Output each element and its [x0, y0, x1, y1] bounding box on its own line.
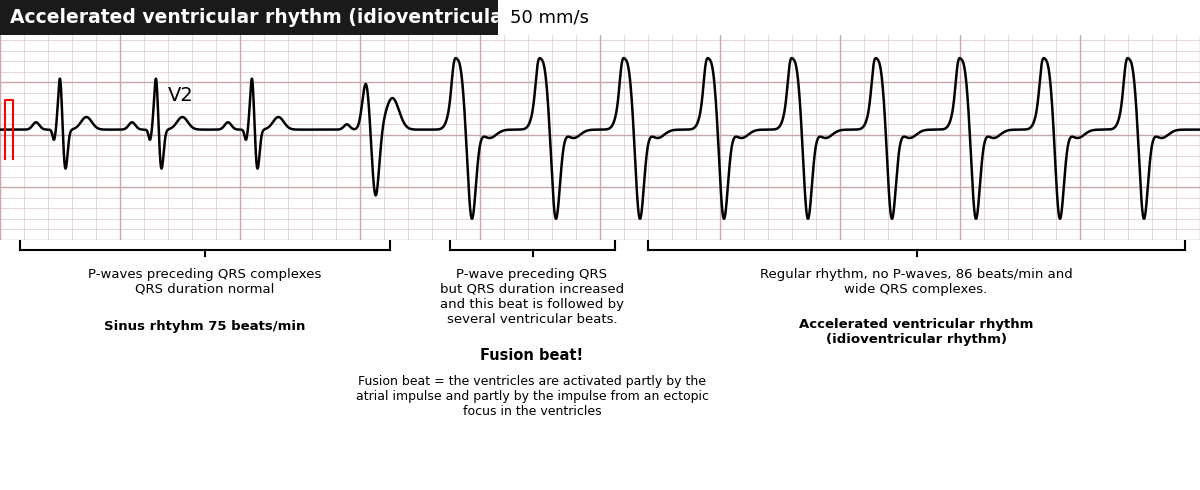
Text: Sinus rhtyhm 75 beats/min: Sinus rhtyhm 75 beats/min: [104, 320, 306, 333]
Text: Regular rhythm, no P-waves, 86 beats/min and
wide QRS complexes.: Regular rhythm, no P-waves, 86 beats/min…: [760, 268, 1073, 296]
Text: P-wave preceding QRS
but QRS duration increased
and this beat is followed by
sev: P-wave preceding QRS but QRS duration in…: [440, 268, 624, 326]
Text: V2: V2: [168, 86, 193, 105]
Text: Accelerated ventricular rhythm
(idioventricular rhythm): Accelerated ventricular rhythm (idiovent…: [799, 318, 1033, 346]
Text: P-waves preceding QRS complexes
QRS duration normal: P-waves preceding QRS complexes QRS dura…: [89, 268, 322, 296]
Bar: [0, 0, 498, 35]
Text: Fusion beat = the ventricles are activated partly by the
atrial impulse and part: Fusion beat = the ventricles are activat…: [355, 375, 708, 418]
Text: 50 mm/s: 50 mm/s: [510, 8, 589, 26]
Text: Fusion beat!: Fusion beat!: [480, 348, 583, 363]
Text: Accelerated ventricular rhythm (idioventricular): Accelerated ventricular rhythm (idiovent…: [10, 8, 521, 27]
